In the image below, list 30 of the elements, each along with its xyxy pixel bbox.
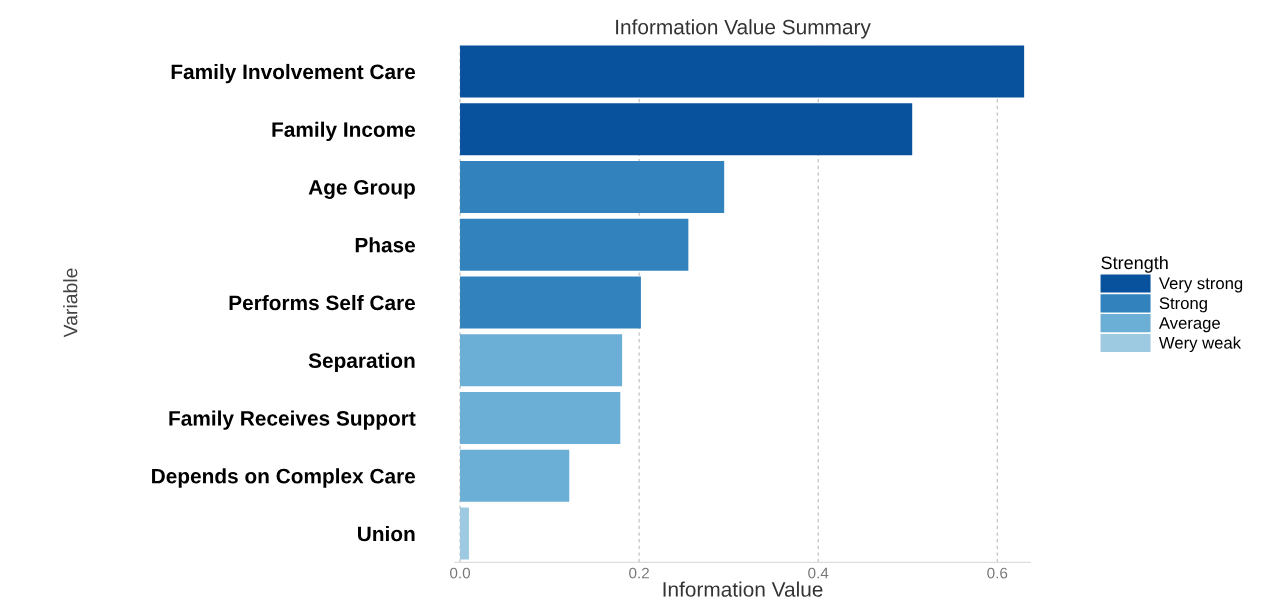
- bar: [460, 103, 913, 156]
- chart-title: Information Value Summary: [616, 19, 871, 39]
- bar: [460, 334, 623, 387]
- legend-title: Strength: [1101, 255, 1168, 273]
- legend-label: Wery weak: [1158, 336, 1242, 353]
- y-tick-label: Family Receives Support: [169, 410, 416, 430]
- x-tick-label: 0.4: [808, 567, 829, 579]
- y-tick-label: Separation: [308, 352, 415, 373]
- bar: [460, 218, 689, 271]
- y-axis-title: Variable: [63, 268, 78, 338]
- x-tick-label: 0.0: [450, 567, 471, 579]
- legend-label: Strong: [1159, 297, 1207, 313]
- bar: [460, 392, 621, 444]
- bar: [460, 160, 725, 213]
- x-axis-title: Information Value: [663, 581, 823, 597]
- y-tick-label: Performs Self Care: [229, 294, 416, 311]
- y-tick-label: Age Group: [308, 179, 415, 199]
- y-tick-label: Family Involvement Care: [171, 63, 416, 84]
- x-tick-label: 0.6: [987, 567, 1008, 579]
- x-tick-label: 0.2: [629, 567, 649, 579]
- bar: [460, 276, 641, 329]
- y-tick-label: Union: [358, 525, 415, 542]
- bar: [460, 45, 1025, 98]
- legend-label: Average: [1158, 317, 1220, 333]
- legend-label: Very strong: [1158, 277, 1243, 293]
- y-tick-label: Depends on Complex Care: [152, 468, 416, 488]
- bar: [460, 449, 570, 502]
- y-tick-label: Family Income: [272, 121, 416, 142]
- y-tick-label: Phase: [355, 237, 416, 253]
- bar: [460, 507, 469, 560]
